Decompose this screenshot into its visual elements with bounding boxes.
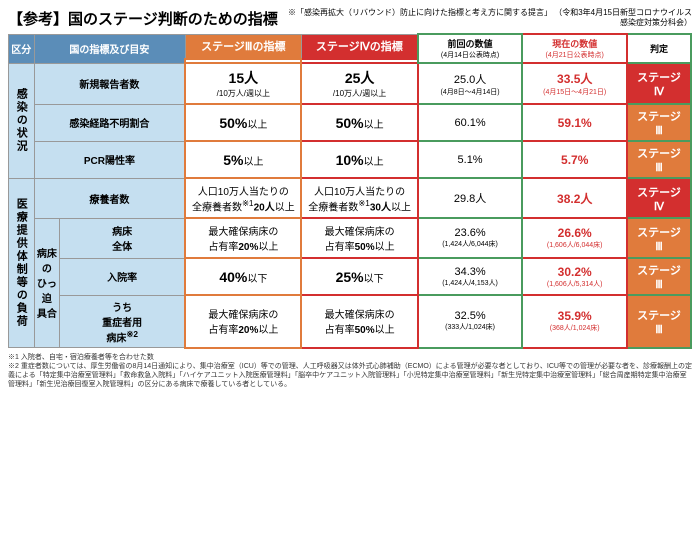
table-row: 入院率 40%以下25%以下 34.3%(1,424人/4,153人)30.2%… (9, 258, 692, 295)
table-row: PCR陽性率 5%以上10%以上 5.1%5.7% ステージⅢ (9, 141, 692, 178)
row-label: PCR陽性率 (34, 141, 185, 178)
table-row: 感染経路不明割合 50%以上50%以上 60.1%59.1% ステージⅢ (9, 104, 692, 141)
cat1: 感染の状況 (9, 63, 35, 178)
cat2: 医療提供体制等の負荷 (9, 178, 35, 348)
row-label: うち重症者用病床※2 (60, 295, 186, 347)
row-label: 病床全体 (60, 218, 186, 258)
table-row: 医療提供体制等の負荷 療養者数 人口10万人当たりの全療養者数※120人以上人口… (9, 178, 692, 218)
hdr-kubun: 区分 (9, 34, 35, 63)
row-label: 入院率 (60, 258, 186, 295)
table-row: 感染の状況 新規報告者数 15人/10万人/週以上25人/10万人/週以上 25… (9, 63, 692, 104)
table-row: 病床のひっ迫具合 病床全体 最大確保病床の占有率20%以上最大確保病床の占有率5… (9, 218, 692, 258)
bed-group: 病床のひっ迫具合 (34, 218, 60, 347)
hdr-s3: ステージⅢの指標 (185, 34, 301, 59)
hdr-judge: 判定 (627, 34, 691, 63)
row-label: 療養者数 (34, 178, 185, 218)
hdr-curr: 現在の数値(4月21日公表時点) (522, 34, 627, 63)
row-label: 新規報告者数 (34, 63, 185, 104)
footnote: ※1 入院者、自宅・宿泊療養者等を合わせた数※2 重症者数については、厚生労働省… (8, 353, 692, 389)
top-note: ※「感染再拡大（リバウンド）防止に向けた指標と考え方に関する提言」 （令和3年4… (288, 8, 692, 29)
row-label: 感染経路不明割合 (34, 104, 185, 141)
hdr-prev: 前回の数値(4月14日公表時点) (418, 34, 523, 63)
table-row: うち重症者用病床※2 最大確保病床の占有率20%以上最大確保病床の占有率50%以… (9, 295, 692, 347)
hdr-kuni: 国の指標及び目安 (34, 34, 185, 63)
hdr-s4: ステージⅣの指標 (301, 34, 417, 59)
page-title: 【参考】国のステージ判断のための指標 (8, 8, 278, 29)
indicator-table: 区分 国の指標及び目安 ステージⅢの指標 ステージⅣの指標 前回の数値(4月14… (8, 33, 692, 349)
